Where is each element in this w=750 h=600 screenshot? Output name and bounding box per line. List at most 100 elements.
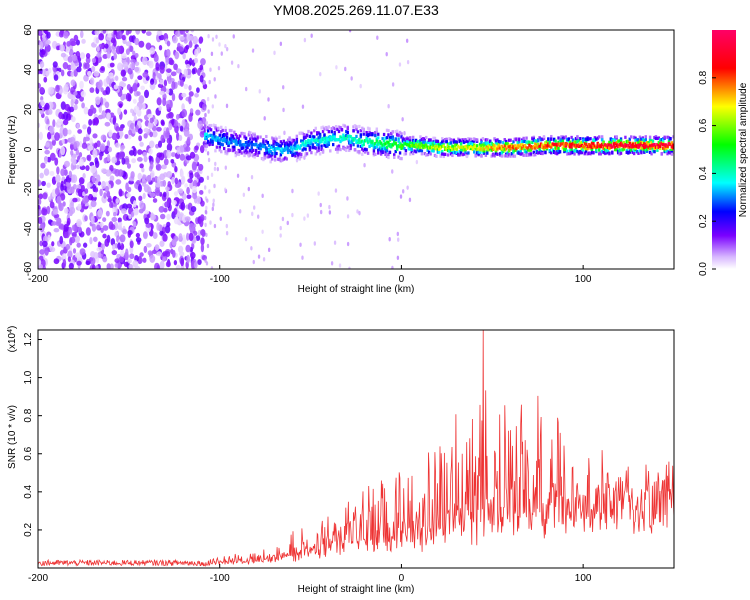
spectrogram-cell [502, 141, 505, 145]
spectrogram-cell [162, 179, 167, 187]
spectrogram-cell [206, 139, 210, 144]
spectrogram-cell [657, 136, 661, 140]
spectrogram-cell [609, 137, 613, 141]
spectrogram-cell [143, 231, 148, 239]
spectrogram-cell [619, 139, 623, 143]
spectrogram-cell [353, 124, 357, 128]
spectrogram-cell [332, 143, 335, 147]
spectrogram-cell [38, 122, 41, 129]
spectrogram-ridge-cell [519, 143, 522, 147]
spectrogram-cell [163, 158, 169, 166]
spectrogram-cell [49, 246, 56, 253]
snr-panel: -200 -100 0 100 0.20.40.60.81.01.2 Height o… [7, 326, 675, 595]
spectrogram-cell [152, 71, 156, 80]
spectrogram-cell [122, 61, 129, 68]
spectrogram-cell [191, 68, 196, 75]
spectrogram-cell [100, 87, 104, 93]
spectrogram-cell [484, 153, 488, 157]
spectrogram-cell [656, 148, 659, 152]
spectrogram-ridge-cell [356, 139, 360, 143]
chart-title: YM08.2025.269.11.07.E33 [273, 2, 439, 18]
spectrogram-ridge-cell [378, 140, 381, 144]
spectrogram-cell [323, 127, 326, 131]
spectrogram-cell [459, 151, 463, 155]
spectrogram-cell [448, 137, 451, 141]
spectrogram-cell [49, 152, 56, 161]
spectrogram-ridge-cell [241, 143, 245, 147]
spectrogram-cell [236, 173, 240, 178]
spectrogram-cell [362, 148, 365, 153]
spectrogram-cell [81, 38, 86, 44]
spectrogram-cell [212, 124, 216, 128]
spectrogram-cell [582, 138, 585, 142]
spectrogram-cell [89, 137, 93, 146]
spectrogram-cell [646, 149, 649, 153]
spectrogram-cell [212, 202, 215, 207]
spectrogram-cell [241, 146, 245, 150]
spectrogram-cell [252, 132, 255, 136]
spectrogram-cell [47, 234, 51, 241]
spectrogram-cell [307, 143, 310, 148]
spectrogram-cell [504, 154, 508, 158]
spectrogram-ridge-cell [393, 142, 396, 146]
spectrogram-cell [171, 118, 175, 126]
spectrogram-cell [568, 145, 572, 149]
spectrogram-cell [48, 108, 53, 115]
spectrogram-cell [156, 72, 161, 78]
spectrogram-cell [91, 223, 97, 232]
spectrogram-cell [162, 233, 168, 242]
spectrogram-cell [204, 222, 207, 228]
spectrogram-ridge-cell [439, 146, 442, 150]
spectrogram-cell [78, 158, 84, 167]
spectrogram-cell [243, 132, 246, 136]
spectrogram-cell [454, 151, 457, 155]
spectrogram-cell [497, 139, 501, 144]
spectrogram-cell [510, 152, 514, 156]
spectrogram-ridge-cell [583, 145, 586, 149]
spectrogram-cell [138, 40, 145, 48]
snr-x-tick-label: -200 [28, 573, 48, 584]
spectrogram-cell [411, 142, 415, 146]
spectrogram-cell [181, 92, 187, 98]
spectrogram-cell [151, 249, 158, 255]
spectrogram-cell [606, 150, 610, 154]
spectrogram-cell [650, 146, 653, 150]
spectrogram-cell [670, 148, 674, 152]
spectrogram-cell [326, 143, 329, 147]
spectrogram-cell [167, 180, 172, 188]
spectrogram-cell [82, 197, 88, 204]
spectrogram-cell [279, 153, 283, 157]
snr-frame [37, 329, 675, 569]
spectrogram-cell [216, 166, 220, 172]
spectrogram-cell [171, 81, 176, 90]
spectrogram-cell [252, 137, 255, 141]
spectrogram-cell [420, 149, 424, 153]
spectrogram-cell [91, 176, 96, 183]
spectrogram-cell [108, 129, 113, 138]
spectrogram-cell [473, 139, 476, 143]
spectrogram-cell [149, 254, 156, 263]
spectrogram-ridge-cell [233, 139, 236, 143]
spectrogram-ridge-cell [602, 145, 605, 149]
spectrogram-ridge-cell [512, 145, 515, 149]
spectrogram-cell [230, 133, 233, 138]
spectrogram-ridge-cell [422, 145, 425, 150]
spectrogram-cell [483, 149, 486, 153]
spectrogram-cell [441, 152, 444, 156]
spectrogram-ridge-cell [342, 137, 345, 142]
spectrogram-cell [441, 149, 444, 154]
spectrogram-y-tick-label: 60 [23, 24, 34, 36]
spectrogram-cell [528, 148, 531, 152]
spectrogram-cell [100, 65, 105, 71]
spectrogram-ridge-cell [205, 132, 208, 136]
spectrogram-ridge-cell [628, 145, 631, 149]
spectrogram-cell [218, 133, 222, 137]
spectrogram-ridge-cell [520, 146, 524, 150]
spectrogram-cell [375, 137, 379, 141]
spectrogram-cell [65, 243, 71, 250]
spectrogram-cell [427, 141, 431, 145]
spectrogram-ridge-cell [529, 144, 533, 149]
spectrogram-cell [467, 139, 470, 144]
spectrogram-ridge-cell [448, 146, 451, 151]
spectrogram-cell [400, 135, 403, 139]
